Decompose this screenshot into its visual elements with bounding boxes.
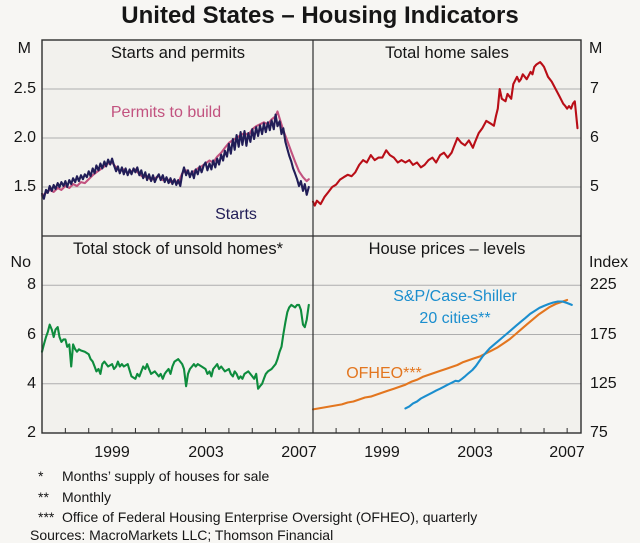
panel-title-starts-permits: Starts and permits <box>111 44 245 62</box>
sources-line: Sources: MacroMarkets LLC; Thomson Finan… <box>30 527 334 543</box>
series-label-permits: Permits to build <box>110 104 222 121</box>
figure-title: United States – Housing Indicators <box>121 2 519 29</box>
series-label-ofheo: OFHEO*** <box>346 365 422 382</box>
footnote-1-text: Months’ supply of houses for sale <box>62 468 270 484</box>
y-tick-label: 4 <box>27 375 36 392</box>
y-tick-label: 5 <box>590 178 599 195</box>
unit-label-m-right: M <box>589 40 603 57</box>
series-line <box>404 300 573 410</box>
unit-label-m-left: M <box>17 40 31 57</box>
unit-label-no-left: No <box>10 254 31 271</box>
series-label-case-shiller: S&P/Case-Shiller 20 cities** <box>393 286 517 330</box>
y-tick-label: 6 <box>590 129 599 146</box>
y-tick-label: 2.5 <box>13 80 36 97</box>
x-tick-label: 2007 <box>549 444 585 461</box>
x-tick-label: 2003 <box>188 444 224 461</box>
footnote-1-marker: * <box>38 468 44 484</box>
series-line <box>311 298 569 411</box>
footnote-2-marker: ** <box>38 489 49 505</box>
y-tick-label: 6 <box>27 326 36 343</box>
panel-title-house-prices: House prices – levels <box>368 240 526 258</box>
unit-label-index-right: Index <box>589 254 629 271</box>
y-tick-label: 75 <box>590 424 608 441</box>
plot-frame <box>41 39 582 434</box>
footnote-3-marker: *** <box>38 509 55 525</box>
y-tick-label: 2 <box>27 424 36 441</box>
x-tick-label: 2003 <box>457 444 493 461</box>
series-label-case-shiller-line2: 20 cities** <box>419 310 491 327</box>
y-tick-label: 125 <box>590 375 617 392</box>
y-tick-label: 7 <box>590 80 599 97</box>
series-line <box>40 113 310 200</box>
x-tick-label: 1999 <box>94 444 130 461</box>
footnote-3: *** Office of Federal Housing Enterprise … <box>38 509 477 525</box>
footnote-2-text: Monthly <box>62 489 112 505</box>
y-tick-label: 2.0 <box>13 129 36 146</box>
series-line <box>311 61 579 207</box>
y-tick-label: 225 <box>590 276 617 293</box>
panel-title-home-sales: Total home sales <box>385 44 509 62</box>
series-line <box>40 303 310 390</box>
series-label-case-shiller-line1: S&P/Case-Shiller <box>393 288 517 305</box>
y-tick-label: 1.5 <box>13 178 36 195</box>
y-tick-label: 175 <box>590 326 617 343</box>
series-label-starts: Starts <box>215 206 257 223</box>
footnote-1: * Months’ supply of houses for sale <box>38 468 269 484</box>
footnote-3-text: Office of Federal Housing Enterprise Ove… <box>62 509 478 525</box>
x-tick-label: 2007 <box>281 444 317 461</box>
y-tick-label: 8 <box>27 276 36 293</box>
footnote-2: ** Monthly <box>38 489 111 505</box>
panel-title-unsold-homes: Total stock of unsold homes* <box>72 240 284 258</box>
x-tick-label: 1999 <box>364 444 400 461</box>
